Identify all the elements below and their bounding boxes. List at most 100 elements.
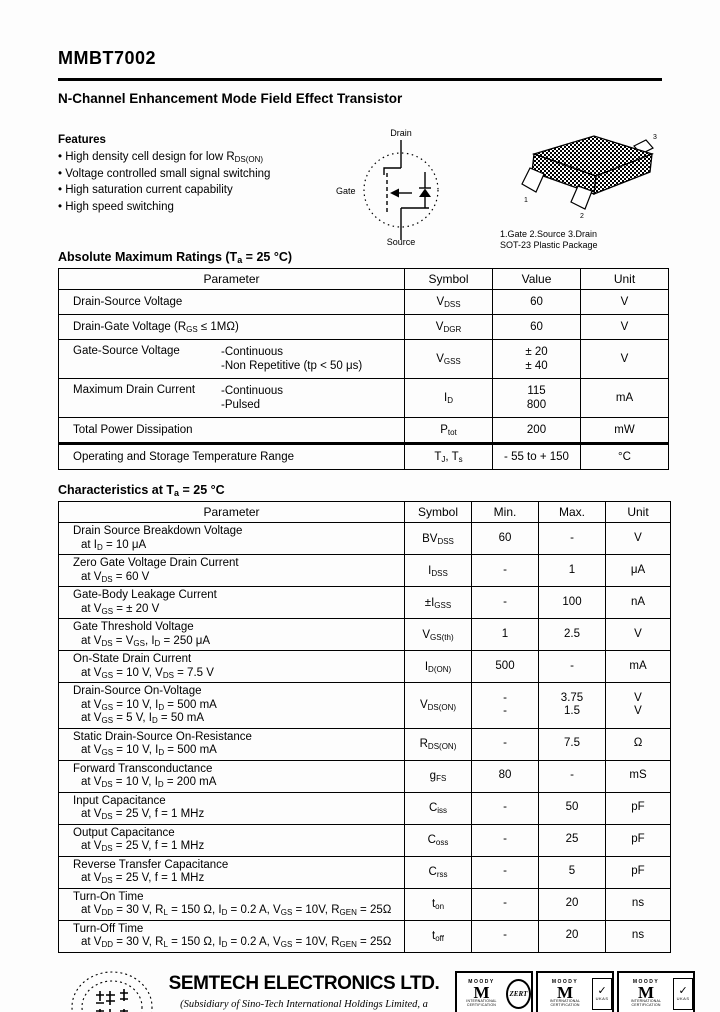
param-cell: Static Drain-Source On-Resistance at VGS … bbox=[58, 727, 405, 761]
min-cell: -- bbox=[471, 682, 539, 729]
company-block: SEMTECH ELECTRONICS LTD. (Subsidiary of … bbox=[160, 973, 448, 1012]
param-name: Drain Source Breakdown Voltage bbox=[73, 525, 243, 537]
min-line: - bbox=[503, 929, 507, 942]
unit-line: V bbox=[634, 705, 642, 718]
unit-line: μA bbox=[630, 563, 646, 576]
cert-brand-label: MOODY bbox=[468, 979, 495, 985]
pin-3-label: 3 bbox=[653, 134, 657, 141]
max-line: 7.5 bbox=[564, 737, 580, 750]
param-cell: Drain-Gate Voltage (RGS ≤ 1MΩ) bbox=[58, 314, 405, 340]
symbol-cell: BVDSS bbox=[404, 522, 472, 555]
max-cell: 7.5 bbox=[538, 727, 606, 761]
max-line: 1.5 bbox=[564, 705, 580, 718]
table-row: Drain-Gate Voltage (RGS ≤ 1MΩ) VDGR 60 V bbox=[58, 314, 669, 340]
param-cell: Drain Source Breakdown Voltage at ID = 10… bbox=[58, 522, 405, 555]
feature-item: Voltage controlled small signal switchin… bbox=[58, 166, 358, 183]
cert-monogram: M bbox=[473, 983, 490, 1002]
symbol-cell: ±IGSS bbox=[404, 586, 472, 619]
max-cell: 3.75 1.5 bbox=[538, 682, 606, 729]
unit-cell: pF bbox=[605, 823, 671, 857]
min-cell: 1 bbox=[471, 618, 539, 651]
symbol-cell: IDSS bbox=[404, 554, 472, 587]
unit-line: pF bbox=[631, 865, 645, 878]
package-drawing: 3 1 2 1.Gate 2.Source 3.Drain SOT-23 Pla… bbox=[496, 130, 668, 250]
param-condition: at VDS = 25 V, f = 1 MHz bbox=[81, 872, 205, 885]
table-row: Gate-Body Leakage Current at VGS = ± 20 V… bbox=[58, 586, 671, 619]
subsidiary-line-1: (Subsidiary of Sino-Tech International H… bbox=[180, 998, 428, 1012]
unit-cell: V bbox=[580, 289, 669, 315]
param-name: Gate-Body Leakage Current bbox=[73, 589, 217, 601]
symbol-cell: TJ, Ts bbox=[404, 442, 493, 470]
unit-cell: V bbox=[580, 339, 669, 379]
package-type-caption: SOT-23 Plastic Package bbox=[500, 239, 598, 250]
param-name: Static Drain-Source On-Resistance bbox=[73, 730, 252, 743]
param-condition: at VDS = 60 V bbox=[81, 570, 150, 584]
max-line: 5 bbox=[568, 865, 576, 878]
unit-line: V bbox=[634, 691, 642, 704]
cert-brand-subtitle: INTERNATIONAL CERTIFICATION bbox=[466, 999, 497, 1007]
max-line: - bbox=[570, 659, 574, 672]
ukas-badge-icon: ✓ UKAS bbox=[592, 977, 612, 1010]
abs-max-heading: Absolute Maximum Ratings (Ta = 25 °C) bbox=[58, 250, 293, 265]
title-divider bbox=[58, 78, 662, 81]
device-description: N-Channel Enhancement Mode Field Effect … bbox=[58, 91, 403, 106]
param-name: Forward Transconductance bbox=[73, 762, 213, 775]
unit-line: mS bbox=[629, 769, 647, 782]
unit-line: pF bbox=[631, 833, 645, 846]
features-heading: Features bbox=[58, 134, 106, 146]
table-row: Turn-Off Time at VDD = 30 V, RL = 150 Ω, … bbox=[58, 919, 671, 953]
table-row: Drain Source Breakdown Voltage at ID = 10… bbox=[58, 522, 671, 555]
min-line: - bbox=[503, 563, 507, 576]
table-row: Operating and Storage Temperature Range T… bbox=[58, 442, 669, 470]
unit-line: ns bbox=[631, 897, 645, 910]
min-line: 80 bbox=[498, 769, 512, 782]
table-row: Turn-On Time at VDD = 30 V, RL = 150 Ω, I… bbox=[58, 887, 671, 921]
max-cell: 5 bbox=[538, 855, 606, 889]
value-cell: ± 20 ± 40 bbox=[492, 339, 581, 379]
page-title: MMBT7002 bbox=[58, 48, 157, 68]
param-name: Reverse Transfer Capacitance bbox=[73, 858, 229, 871]
cert-monogram: M bbox=[557, 983, 574, 1002]
min-cell: 500 bbox=[471, 650, 539, 683]
unit-cell: ns bbox=[605, 919, 671, 953]
min-cell: 60 bbox=[471, 522, 539, 555]
max-cell: - bbox=[538, 759, 606, 793]
max-line: 100 bbox=[562, 595, 582, 608]
sot23-package-icon: 3 1 2 bbox=[521, 134, 657, 220]
param-name: Input Capacitance bbox=[73, 794, 166, 807]
value-line: ± 20 bbox=[525, 346, 548, 358]
max-cell: 50 bbox=[538, 791, 606, 825]
param-cell: Zero Gate Voltage Drain Current at VDS = … bbox=[58, 554, 405, 587]
unit-cell: pF bbox=[605, 791, 671, 825]
table-header-row: Parameter Symbol Value Unit bbox=[58, 268, 669, 290]
param-cell: Input Capacitance at VDS = 25 V, f = 1 MH… bbox=[58, 791, 405, 825]
check-icon: ✓ bbox=[678, 985, 688, 997]
param-cell: Total Power Dissipation bbox=[58, 417, 405, 444]
column-header: Max. bbox=[538, 501, 606, 523]
ukas-badge-icon: ✓ UKAS bbox=[673, 977, 693, 1010]
min-line: - bbox=[503, 691, 507, 704]
min-line: - bbox=[503, 737, 507, 750]
symbol-cell: ton bbox=[404, 887, 472, 921]
param-condition: at VDS = 25 V, f = 1 MHz bbox=[81, 808, 205, 821]
column-header: Min. bbox=[471, 501, 539, 523]
column-header: Unit bbox=[580, 268, 669, 290]
max-line: 50 bbox=[565, 801, 579, 814]
max-line: - bbox=[570, 769, 574, 782]
min-cell: 80 bbox=[471, 759, 539, 793]
unit-line: mA bbox=[629, 659, 647, 672]
unit-cell: nA bbox=[605, 586, 671, 619]
symbol-cell: gFS bbox=[404, 759, 472, 793]
characteristics-section: Characteristics at Ta = 25 °C Parameter S… bbox=[58, 483, 671, 953]
value-cell: 60 bbox=[492, 314, 581, 340]
min-line: 1 bbox=[501, 627, 509, 640]
feature-item: High saturation current capability bbox=[58, 182, 358, 199]
param-condition: at VGS = 10 V, VDS = 7.5 V bbox=[81, 666, 214, 680]
max-line: - bbox=[570, 531, 574, 544]
feature-item: High density cell design for low RDS(ON) bbox=[58, 149, 358, 166]
abs-max-table: Parameter Symbol Value Unit Drain-Source Vo… bbox=[58, 268, 669, 470]
pin-1-label: 1 bbox=[524, 197, 528, 204]
gate-label: Gate bbox=[336, 186, 356, 196]
unit-cell: mA bbox=[605, 650, 671, 683]
